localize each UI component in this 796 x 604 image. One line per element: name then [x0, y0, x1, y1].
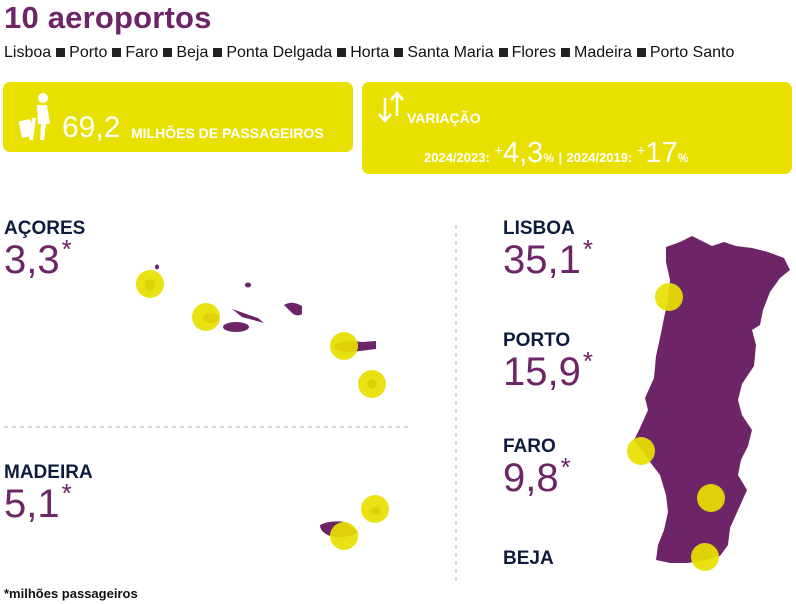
airport-marker-flores	[136, 270, 164, 298]
portugal-mainland-map	[634, 236, 790, 563]
madeira-airport-markers	[330, 495, 389, 550]
list-separator-square	[112, 47, 122, 57]
airport-marker-porto	[655, 283, 683, 311]
region-porto-value: 15,9*	[503, 346, 593, 395]
mainland-airport-markers	[627, 283, 725, 571]
region-madeira-name: MADEIRA	[4, 462, 93, 483]
asterisk: *	[582, 234, 593, 264]
asterisk: *	[582, 346, 593, 376]
asterisk: *	[560, 452, 571, 482]
airport-marker-lisboa	[627, 437, 655, 465]
region-madeira-number: 5,1	[4, 482, 60, 526]
airport-marker-faro	[691, 543, 719, 571]
azores-map	[145, 264, 377, 389]
period2-label: 2024/2019:	[566, 150, 633, 165]
up-down-arrows-icon	[378, 91, 404, 123]
list-separator-square	[56, 47, 66, 57]
list-separator-square	[561, 47, 571, 57]
asterisk: *	[61, 234, 72, 264]
airport-list-item: Faro	[125, 44, 159, 61]
period1-unit: %	[543, 151, 554, 165]
variation-values: 2024/2023: +4,3% | 2024/2019: +17%	[424, 137, 688, 170]
airport-list-item: Lisboa	[4, 44, 52, 61]
airport-marker-santa-maria	[358, 370, 386, 398]
airport-list-item: Porto Santo	[649, 44, 735, 61]
period1-label: 2024/2023:	[424, 150, 490, 165]
region-lisboa-value: 35,1*	[503, 234, 593, 283]
airport-marker-ponta-delgada	[330, 332, 358, 360]
airport-list-item: Porto	[69, 44, 108, 61]
airport-marker-porto-santo	[361, 495, 389, 523]
region-madeira-value: 5,1*	[4, 478, 72, 527]
region-faro-number: 9,8	[503, 456, 559, 500]
region-porto-name: PORTO	[503, 330, 571, 351]
period2-sign: +	[636, 142, 646, 160]
region-lisboa-name: LISBOA	[503, 218, 575, 239]
variation-card	[362, 82, 792, 174]
azores-airport-markers	[136, 270, 386, 398]
region-acores-name: AÇORES	[4, 218, 86, 239]
airport-list: Lisboa Porto Faro Beja Ponta Delgada Horta San…	[4, 44, 734, 62]
separator: |	[558, 150, 563, 165]
list-separator-square	[213, 47, 223, 57]
passengers-label: MILHÕES DE PASSAGEIROS	[131, 125, 324, 141]
variation-label: VARIAÇÃO	[407, 110, 481, 126]
period2-unit: %	[677, 151, 689, 165]
region-faro-name: FARO	[503, 436, 556, 457]
page-title: 10 aeroportos	[4, 0, 212, 35]
footnote: *milhões passageiros	[4, 586, 138, 601]
period1-sign: +	[494, 142, 503, 160]
airport-list-item: Ponta Delgada	[226, 44, 333, 61]
traveler-luggage-icon	[18, 93, 50, 140]
period1-value: 4,3	[503, 137, 544, 169]
airport-marker-madeira	[330, 522, 358, 550]
region-lisboa-number: 35,1	[503, 238, 581, 282]
period2-value: 17	[645, 137, 678, 169]
region-porto-number: 15,9	[503, 350, 581, 394]
airport-marker-horta	[192, 303, 220, 331]
asterisk: *	[61, 478, 72, 508]
airport-list-item: Horta	[350, 44, 390, 61]
airport-list-item: Beja	[176, 44, 209, 61]
passengers-card	[3, 82, 353, 152]
airport-list-item: Santa Maria	[407, 44, 494, 61]
list-separator-square	[498, 47, 508, 57]
region-beja-name: BEJA	[503, 548, 554, 569]
airport-marker-beja	[697, 484, 725, 512]
list-separator-square	[394, 47, 404, 57]
list-separator-square	[337, 47, 347, 57]
list-separator-square	[163, 47, 173, 57]
list-separator-square	[636, 47, 646, 57]
airport-list-item: Madeira	[574, 44, 632, 61]
passengers-value: 69,2	[62, 111, 121, 144]
region-faro-value: 9,8*	[503, 452, 571, 501]
region-acores-value: 3,3*	[4, 234, 72, 283]
airport-list-item: Flores	[511, 44, 557, 61]
region-acores-number: 3,3	[4, 238, 60, 282]
